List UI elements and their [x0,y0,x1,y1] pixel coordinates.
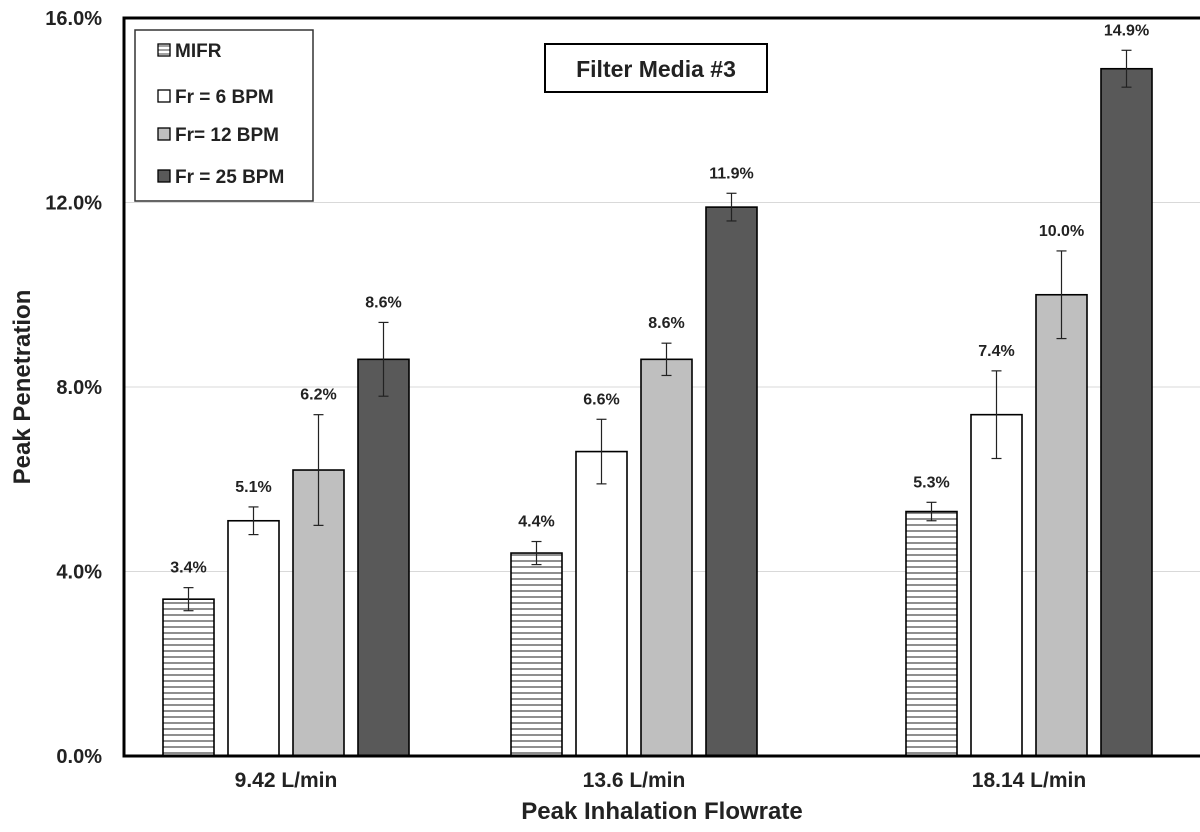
legend-swatch [157,127,171,141]
legend-label: Fr= 12 BPM [175,125,279,146]
bar [575,450,628,757]
bar [510,552,563,757]
y-tick-label: 12.0% [45,193,102,215]
data-label: 8.6% [365,294,401,311]
bar [905,510,958,757]
x-category-label: 18.14 L/min [972,769,1086,792]
bar [970,413,1023,757]
data-label: 5.1% [235,479,271,496]
data-label: 10.0% [1039,223,1084,240]
legend-label: Fr = 25 BPM [175,167,284,188]
chart-title-frame [544,43,768,93]
bar [227,519,280,757]
data-label: 6.2% [300,387,336,404]
data-label: 8.6% [648,315,684,332]
data-label: 3.4% [170,560,206,577]
x-axis-title: Peak Inhalation Flowrate [521,798,802,825]
y-tick-label: 4.0% [56,562,102,584]
bar [1035,293,1088,757]
chart-title: Filter Media #3 [576,56,736,82]
data-label: 4.4% [518,514,554,531]
data-labels: 3.4% 5.1% 6.2% 8.6% 4.4% 6.6% 8.6% 11.9% 5.3% 7.4… [170,22,1149,576]
legend-label: MIFR [175,41,222,62]
bars [162,49,1153,757]
legend: MIFR Fr = 6 BPM Fr= 12 BPM Fr = 25 BPM [134,29,314,202]
x-category-label: 13.6 L/min [583,769,686,792]
bar [640,358,693,757]
legend-swatch [157,43,171,57]
data-label: 6.6% [583,391,619,408]
chart-title-box: Filter Media #3 [544,43,768,93]
bar [1100,67,1153,757]
data-label: 14.9% [1104,22,1149,39]
data-label: 5.3% [913,474,949,491]
x-category-labels: 9.42 L/min 13.6 L/min 18.14 L/min [235,769,1087,792]
y-axis-title: Peak Penetration [9,290,36,485]
legend-label: Fr = 6 BPM [175,87,274,108]
data-label: 11.9% [709,165,753,182]
legend-swatch [157,89,171,103]
y-tick-labels: 0.0% 4.0% 8.0% 12.0% 16.0% [45,8,102,768]
plot-frame [122,16,1200,758]
bar [705,206,758,757]
y-tick-label: 0.0% [56,746,102,768]
y-tick-label: 8.0% [56,377,102,399]
legend-swatch [157,169,171,183]
x-category-label: 9.42 L/min [235,769,338,792]
bar [162,598,215,757]
data-label: 7.4% [978,343,1014,360]
bar [357,358,410,757]
y-tick-label: 16.0% [45,8,102,30]
